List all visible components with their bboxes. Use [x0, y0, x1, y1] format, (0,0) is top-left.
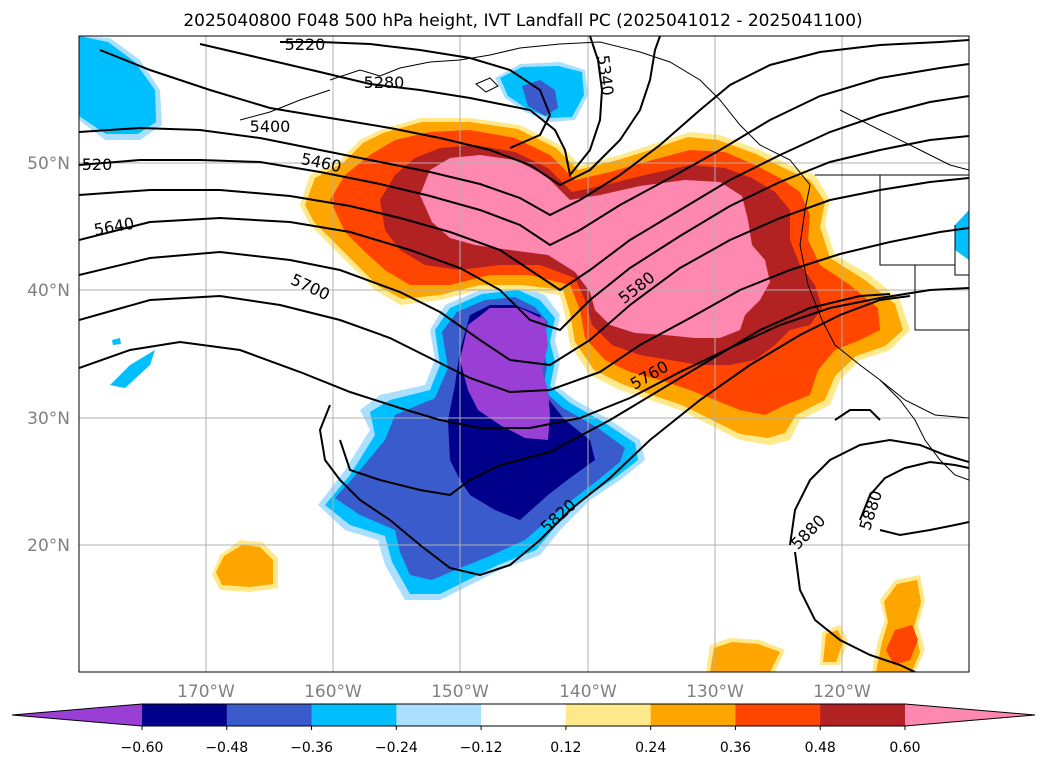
contour-label-5340: 5340	[594, 54, 618, 97]
colorbar-segment	[396, 704, 482, 726]
colorbar-ticks: −0.60 −0.48 −0.36 −0.24 −0.12 0.12 0.24 0.36 0.4…	[121, 726, 921, 756]
colorbar-tick-label: 0.60	[889, 740, 920, 756]
colorbar-segment	[142, 704, 228, 726]
y-tick-label: 40°N	[27, 281, 70, 301]
colorbar-segment	[226, 704, 313, 726]
y-tick-label: 30°N	[27, 409, 70, 429]
y-tick-label: 50°N	[27, 154, 70, 174]
contour-label-5400: 5400	[250, 117, 291, 136]
chart-title: 2025040800 F048 500 hPa height, IVT Land…	[183, 11, 862, 31]
y-tick-label: 20°N	[27, 536, 70, 556]
positive-anomaly-region	[300, 118, 910, 445]
colorbar-segment	[650, 704, 736, 726]
map-frame	[78, 35, 970, 673]
band-plus-060	[420, 155, 770, 338]
map-area: 5220 5280 5340 5400 5460 520 5580 5640 5…	[79, 35, 969, 672]
contour-label-5280: 5280	[364, 73, 405, 92]
x-tick-label: 130°W	[686, 682, 744, 702]
small-anomaly-features	[79, 36, 969, 672]
colorbar-tick-label: 0.48	[805, 740, 836, 756]
colorbar-tick-label: −0.12	[460, 740, 503, 756]
colorbar-segment	[565, 704, 652, 726]
x-tick-label: 140°W	[559, 682, 617, 702]
colorbar-extend-max	[905, 704, 1035, 726]
colorbar-tick-label: 0.24	[635, 740, 666, 756]
colorbar-tick-label: −0.48	[205, 740, 248, 756]
colorbar-tick-label: −0.60	[121, 740, 164, 756]
colorbar	[11, 703, 1036, 727]
x-tick-label: 120°W	[813, 682, 871, 702]
x-tick-label: 160°W	[304, 682, 362, 702]
height-contours	[79, 36, 969, 672]
y-tick-labels: 20°N 30°N 40°N 50°N	[27, 154, 70, 556]
colorbar-tick-label: 0.36	[720, 740, 751, 756]
coastlines	[239, 41, 969, 481]
x-tick-label: 170°W	[177, 682, 235, 702]
negative-anomaly-region	[318, 285, 645, 600]
contour-label-5220: 5220	[285, 35, 326, 54]
x-tick-label: 150°W	[431, 682, 489, 702]
colorbar-segment	[311, 704, 397, 726]
colorbar-segment	[820, 704, 906, 726]
x-tick-labels: 170°W 160°W 150°W 140°W 130°W 120°W	[177, 682, 871, 702]
contour-label-520: 520	[82, 155, 113, 174]
colorbar-tick-label: −0.24	[375, 740, 418, 756]
colorbar-tick-label: 0.12	[550, 740, 581, 756]
colorbar-segment	[481, 704, 567, 726]
colorbar-segment	[735, 704, 821, 726]
colorbar-extend-min	[12, 704, 142, 726]
colorbar-tick-label: −0.36	[290, 740, 333, 756]
